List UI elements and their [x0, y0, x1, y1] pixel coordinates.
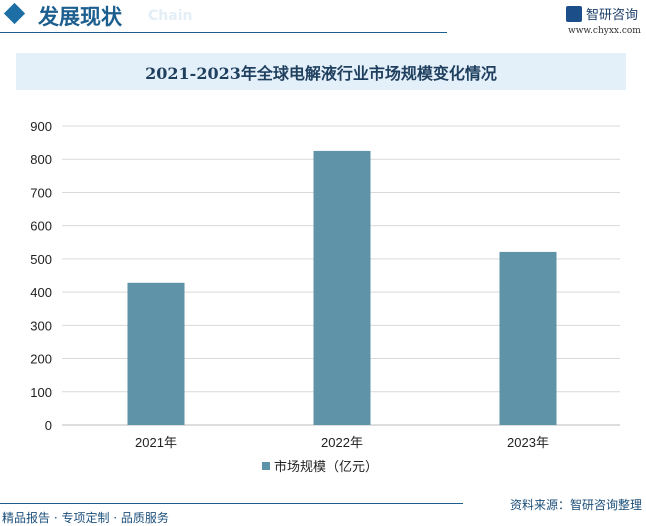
section-title: 发展现状 [38, 5, 122, 29]
website-url: www.chyxx.com [568, 26, 641, 36]
logo-text: 智研咨询 [586, 8, 639, 23]
y-tick-label: 400 [30, 285, 52, 300]
logo: 智研咨询 [566, 4, 638, 23]
y-tick-label: 700 [30, 185, 52, 200]
header-divider [0, 32, 447, 33]
y-tick-label: 200 [30, 352, 52, 367]
legend-label: 市场规模（亿元） [274, 460, 379, 475]
y-tick-label: 600 [30, 219, 52, 234]
chart-title-band: 2021-2023年全球电解液行业市场规模变化情况 [16, 53, 626, 90]
y-tick-label: 100 [30, 385, 52, 400]
y-tick-label: 500 [30, 252, 52, 267]
source-note: 资料来源：智研咨询整理 [509, 498, 642, 512]
y-tick-label: 0 [45, 418, 52, 433]
bar-2021年 [127, 282, 185, 425]
x-tick-label: 2022年 [321, 435, 363, 450]
y-tick-label: 900 [30, 119, 52, 134]
slogan: 精品报告 · 专项定制 · 品质服务 [2, 511, 169, 525]
x-tick-label: 2023年 [507, 435, 549, 450]
footer-divider [0, 503, 463, 504]
y-tick-label: 300 [30, 318, 52, 333]
legend-swatch [262, 461, 270, 470]
bar-2022年 [313, 150, 371, 425]
y-tick-label: 800 [30, 152, 52, 167]
x-tick-label: 2021年 [135, 435, 177, 450]
chart-title: 2021-2023年全球电解液行业市场规模变化情况 [145, 63, 497, 83]
legend: 市场规模（亿元） [262, 456, 378, 475]
logo-icon [566, 5, 582, 22]
section-subtitle: Chain [148, 8, 193, 24]
bar-2023年 [499, 251, 557, 425]
